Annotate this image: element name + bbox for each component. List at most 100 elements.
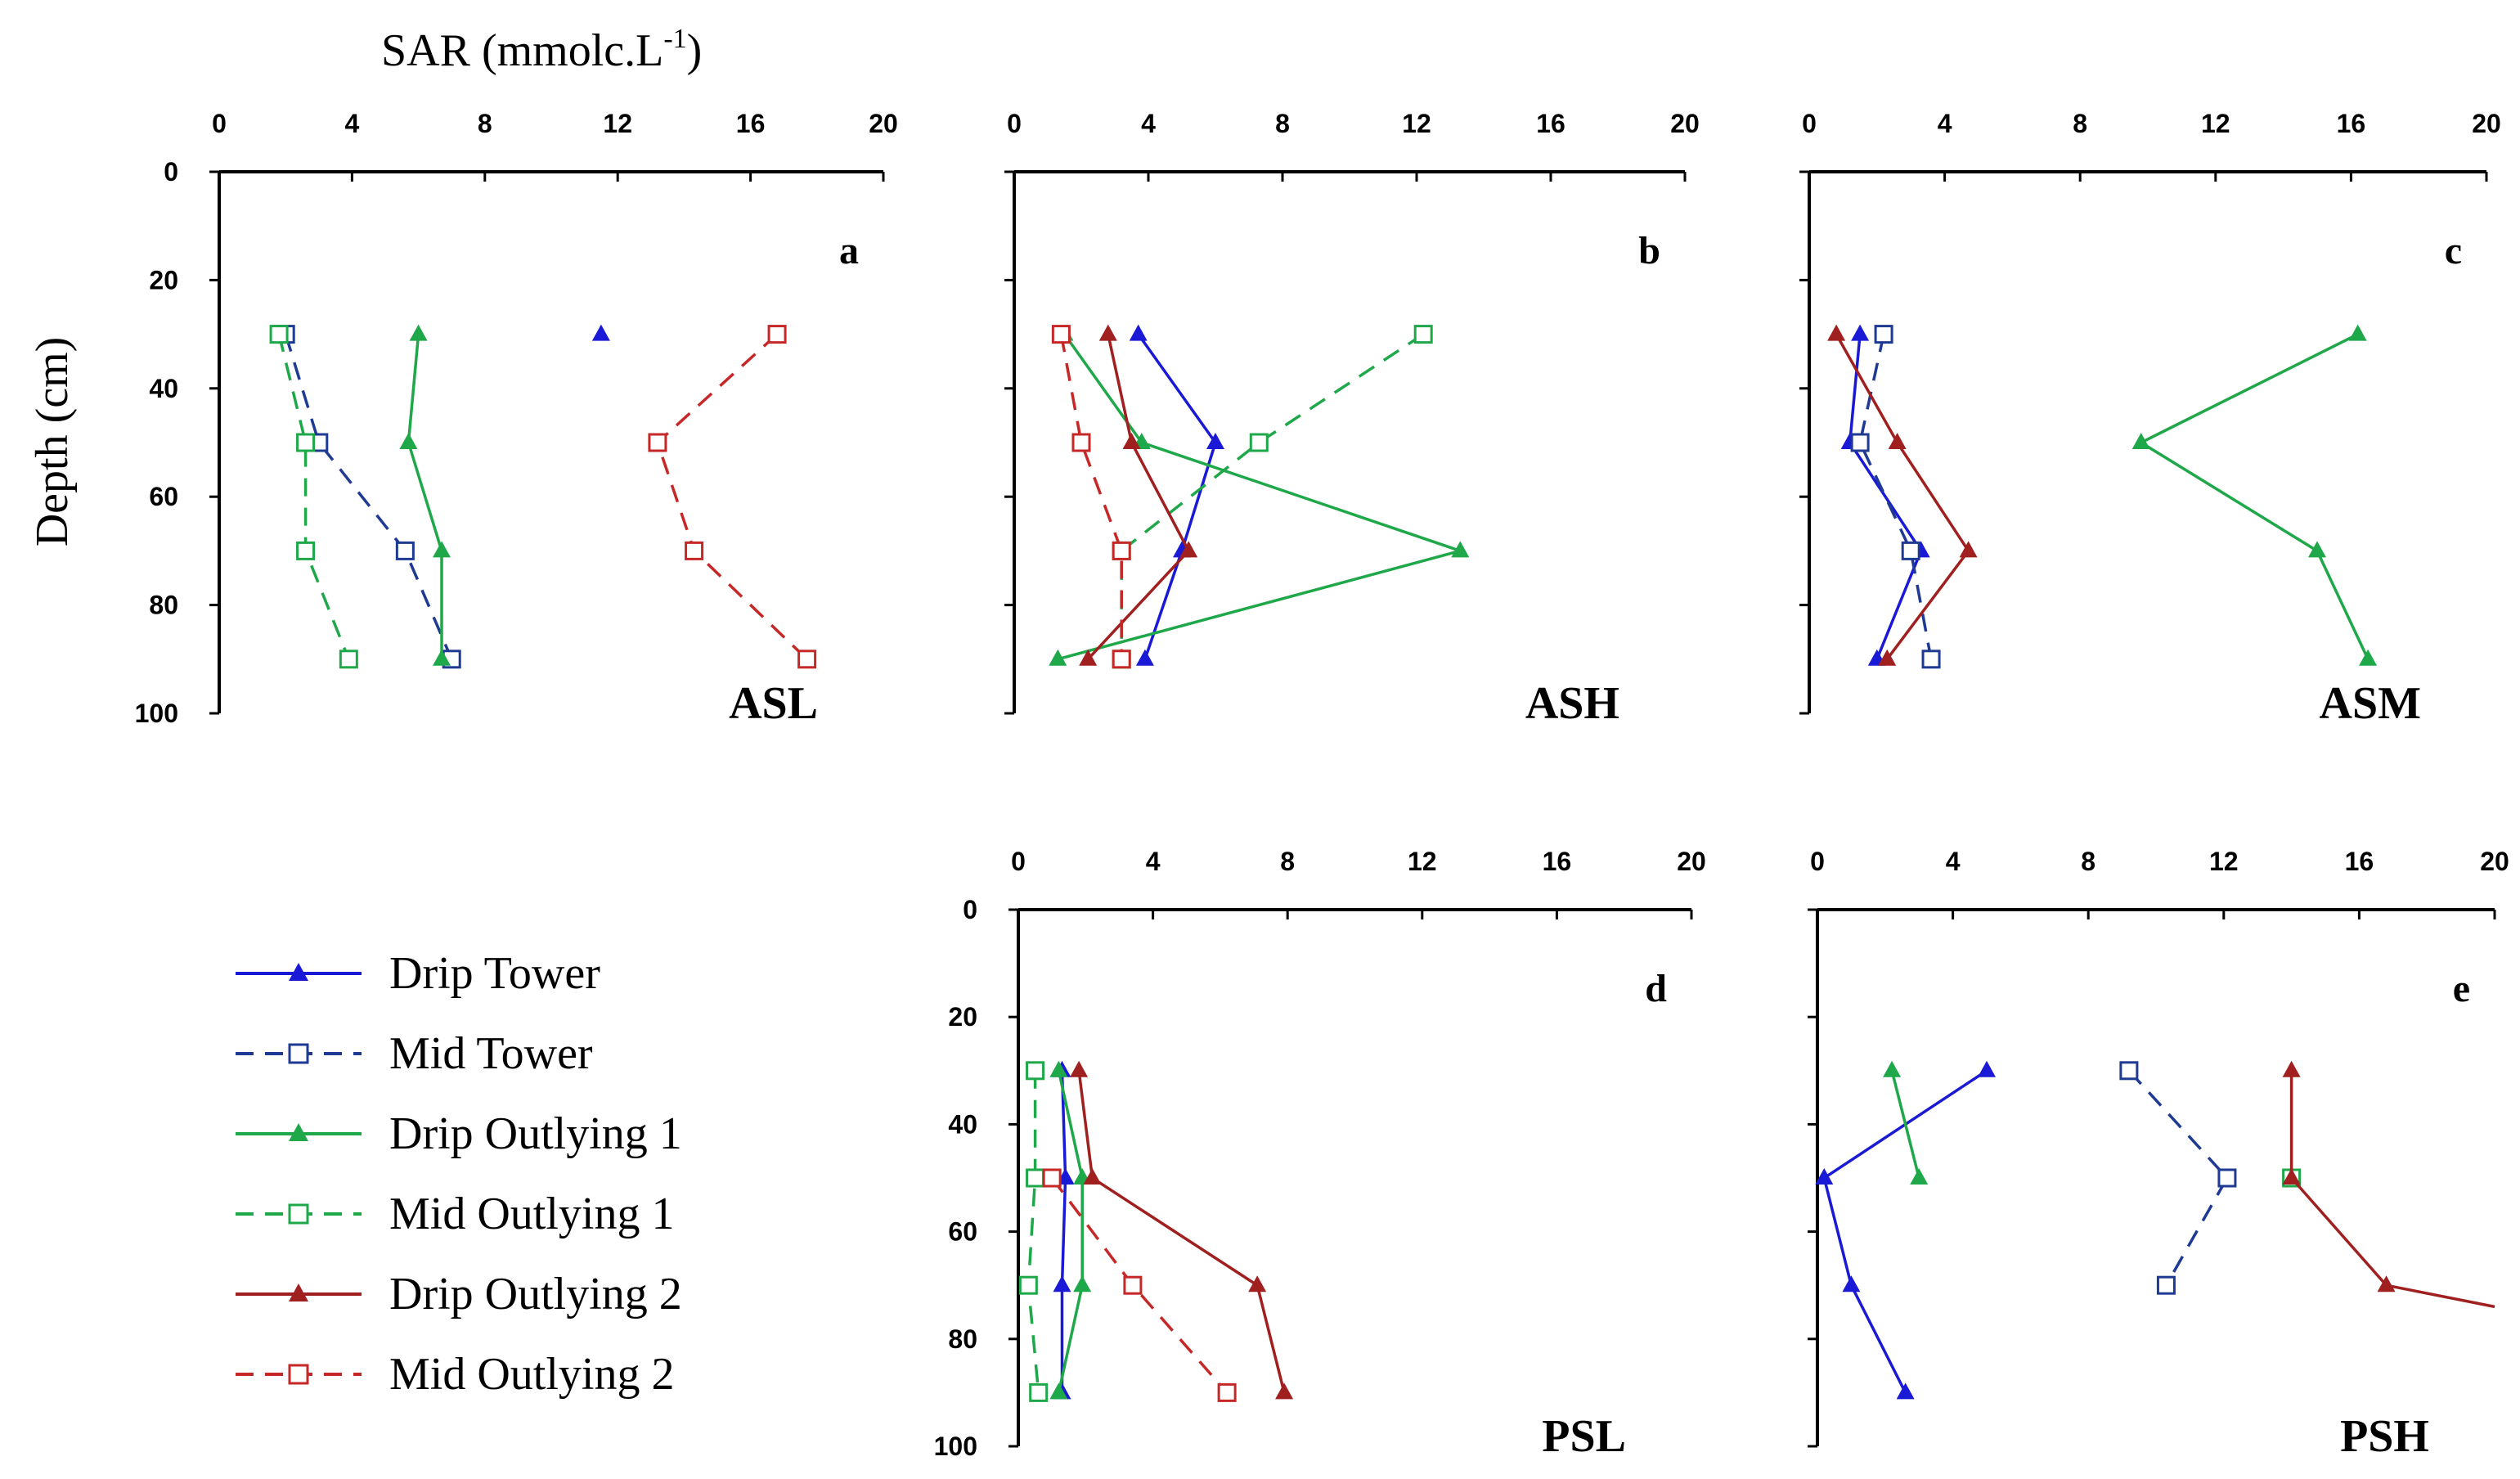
y-tick-label: 100 <box>934 1432 977 1461</box>
x-axis-title: SAR (mmolc.L-1) <box>381 24 702 76</box>
data-point <box>1179 541 1198 558</box>
data-point <box>2217 1168 2237 1188</box>
legend-marker <box>288 1043 309 1064</box>
data-point <box>1049 1382 1068 1400</box>
panel-a: 0 4 8 12 16 20 0 20 40 60 80 100 a ASL <box>135 109 898 729</box>
panel-site-name: ASL <box>729 678 818 729</box>
x-tick-label: 0 <box>1810 847 1825 876</box>
series-line <box>1086 334 1191 660</box>
series-line <box>2138 333 2370 660</box>
data-point <box>1049 1060 1068 1077</box>
x-tick-label: 16 <box>2345 847 2374 876</box>
series-line <box>2127 1069 2230 1287</box>
data-point <box>1842 1275 1861 1292</box>
y-tick-label: 20 <box>948 1002 977 1032</box>
panel-letter: d <box>1645 967 1667 1010</box>
x-tick-label: 0 <box>1007 109 1022 138</box>
x-tick-label: 20 <box>2472 109 2501 138</box>
data-point <box>1850 433 1870 452</box>
data-point <box>1135 649 1154 666</box>
legend-item-mid-outlying-2: Mid Outlying 2 <box>236 1349 674 1400</box>
x-tick-label: 12 <box>2201 109 2230 138</box>
y-tick-label: 0 <box>164 157 178 187</box>
legend-label: Mid Outlying 2 <box>389 1349 674 1400</box>
data-point <box>2156 1275 2176 1295</box>
x-tick-label: 0 <box>212 109 227 138</box>
series-line <box>655 333 808 661</box>
data-point <box>1815 1168 1834 1185</box>
legend-label: Drip Outlying 1 <box>389 1108 682 1159</box>
data-point <box>339 650 358 669</box>
series-line <box>1057 333 1466 661</box>
series-line <box>277 334 350 660</box>
series-line <box>1059 334 1123 659</box>
legend-label: Mid Outlying 1 <box>389 1189 674 1239</box>
series-drip-outlying-1 <box>2131 324 2378 666</box>
data-point <box>399 433 418 449</box>
x-tick-label: 0 <box>1011 847 1026 876</box>
x-tick-label: 12 <box>1402 109 1431 138</box>
data-point <box>1053 1275 1071 1292</box>
x-tick-label: 8 <box>478 109 492 138</box>
data-point <box>648 433 667 452</box>
x-tick-label: 20 <box>1670 109 1700 138</box>
legend-item-mid-tower: Mid Tower <box>236 1028 593 1079</box>
series-line <box>1848 334 1923 660</box>
y-tick-label: 40 <box>149 374 178 403</box>
series-line <box>407 334 443 659</box>
data-point <box>2119 1061 2139 1081</box>
x-tick-label: 4 <box>1946 847 1961 876</box>
data-point <box>2282 1168 2301 1185</box>
series-drip-outlying-1 <box>399 324 451 666</box>
data-point <box>1071 433 1091 452</box>
series-drip-tower <box>1815 1060 1996 1400</box>
panel-site-name: ASM <box>2320 678 2421 729</box>
series-drip-tower <box>1129 324 1224 666</box>
legend-label: Drip Outlying 2 <box>389 1269 682 1319</box>
x-tick-label: 12 <box>2209 847 2239 876</box>
legend-label: Drip Tower <box>389 948 600 999</box>
x-tick-label: 12 <box>1408 847 1437 876</box>
data-point <box>1896 1382 1915 1400</box>
x-tick-label: 4 <box>1141 109 1156 138</box>
legend-marker <box>289 1123 308 1141</box>
data-point <box>1921 650 1941 669</box>
data-point <box>1073 1275 1092 1292</box>
series-mid-outlying-1 <box>269 325 358 669</box>
series-mid-outlying-2 <box>1051 325 1131 669</box>
data-point <box>1112 650 1131 669</box>
data-point <box>1206 433 1224 449</box>
data-point <box>2348 324 2367 341</box>
data-point <box>1026 1061 1045 1081</box>
data-point <box>2377 1275 2396 1292</box>
data-point <box>1049 649 1067 666</box>
data-point <box>1851 324 1870 341</box>
legend-item-mid-outlying-1: Mid Outlying 1 <box>236 1189 674 1239</box>
data-point <box>2282 1060 2301 1077</box>
x-tick-label: 8 <box>2081 847 2096 876</box>
legend-item-drip-outlying-1: Drip Outlying 1 <box>236 1108 682 1159</box>
legend: Drip Tower Mid Tower Drip Outlying 1 Mid Ou… <box>236 948 682 1400</box>
data-point <box>1883 1060 1902 1077</box>
legend-marker <box>288 1203 309 1225</box>
data-point <box>1122 433 1141 449</box>
series-drip-tower <box>1053 1060 1075 1400</box>
series-mid-tower <box>1850 325 1941 669</box>
data-point <box>1249 433 1269 452</box>
x-tick-label: 0 <box>1802 109 1817 138</box>
series-line <box>2289 1070 2495 1309</box>
data-point <box>395 541 415 560</box>
series-mid-outlying-2 <box>648 325 817 669</box>
series-drip-outlying-2 <box>1827 324 1978 666</box>
x-tick-label: 8 <box>1275 109 1290 138</box>
data-point <box>767 325 787 344</box>
y-tick-label: 20 <box>149 265 178 294</box>
series-mid-tower <box>276 325 461 669</box>
panel-letter: e <box>2453 967 2470 1010</box>
x-tick-label: 20 <box>1677 847 1706 876</box>
data-point <box>433 541 451 558</box>
series-line <box>1835 333 1970 660</box>
data-point <box>1129 324 1148 341</box>
series-drip-tower <box>591 324 610 341</box>
data-point <box>1413 325 1433 344</box>
